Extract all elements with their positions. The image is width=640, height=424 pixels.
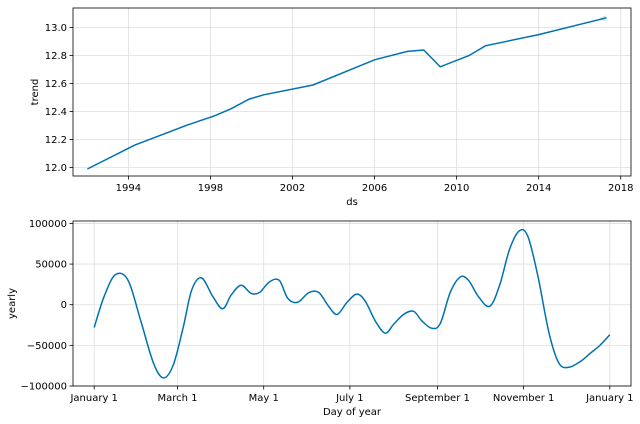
- trend-y-tick-label: 12.4: [45, 107, 67, 118]
- yearly-x-tick-label: May 1: [249, 393, 279, 404]
- yearly-line: [93, 228, 611, 379]
- yearly-grid: [73, 221, 631, 387]
- trend-x-tick-label: 2014: [526, 183, 551, 194]
- yearly-y-tick-label: 100000: [29, 219, 67, 230]
- yearly-y-tick-label: −50000: [27, 341, 67, 352]
- yearly-x-tick-label: September 1: [405, 393, 470, 404]
- yearly-y-tick-label: 50000: [35, 260, 67, 271]
- trend-grid: [73, 8, 631, 176]
- trend-y-tick-label: 12.2: [45, 135, 67, 146]
- yearly-y-tick-label: −100000: [20, 382, 67, 393]
- yearly-y-ticks: −100000 −50000 0 50000 100000: [20, 219, 73, 393]
- trend-line: [87, 17, 607, 170]
- yearly-x-axis-label: Day of year: [323, 407, 382, 418]
- yearly-y-axis-label: yearly: [7, 288, 18, 319]
- trend-x-tick-label: 2006: [362, 183, 387, 194]
- trend-y-tick-label: 12.8: [45, 51, 67, 62]
- yearly-x-tick-label: January 1: [585, 393, 633, 404]
- yearly-x-tick-label: January 1: [69, 393, 117, 404]
- yearly-plot-frame: [72, 220, 632, 387]
- yearly-y-tick-label: 0: [61, 300, 67, 311]
- trend-x-tick-label: 2002: [280, 183, 305, 194]
- trend-panel: 1994 1998 2002 2006 2010 2014 2018 12.012.212.…: [30, 7, 633, 208]
- trend-x-ticks: 1994 1998 2002 2006 2010 2014 2018: [116, 176, 633, 194]
- trend-y-ticks: 12.0 12.2 12.4 12.6 12.8 13.0: [45, 23, 73, 174]
- trend-x-tick-label: 1994: [116, 183, 141, 194]
- yearly-x-tick-label: November 1: [493, 393, 555, 404]
- trend-x-axis-label: ds: [346, 197, 358, 208]
- trend-plot-frame: [72, 7, 632, 177]
- trend-x-tick-label: 1998: [198, 183, 223, 194]
- yearly-x-tick-label: July 1: [335, 393, 364, 404]
- trend-y-axis-label: trend: [30, 79, 41, 106]
- yearly-x-tick-label: March 1: [158, 393, 198, 404]
- trend-x-tick-label: 2010: [444, 183, 469, 194]
- trend-x-tick-label: 2018: [608, 183, 633, 194]
- yearly-panel: January 1 March 1 May 1 July 1 September 1 No…: [7, 219, 634, 418]
- trend-y-tick-label: 12.0: [45, 163, 67, 174]
- yearly-x-ticks: January 1 March 1 May 1 July 1 September 1 No…: [69, 386, 634, 404]
- trend-y-tick-label: 13.0: [45, 23, 67, 34]
- trend-y-tick-label: 12.6: [45, 79, 67, 90]
